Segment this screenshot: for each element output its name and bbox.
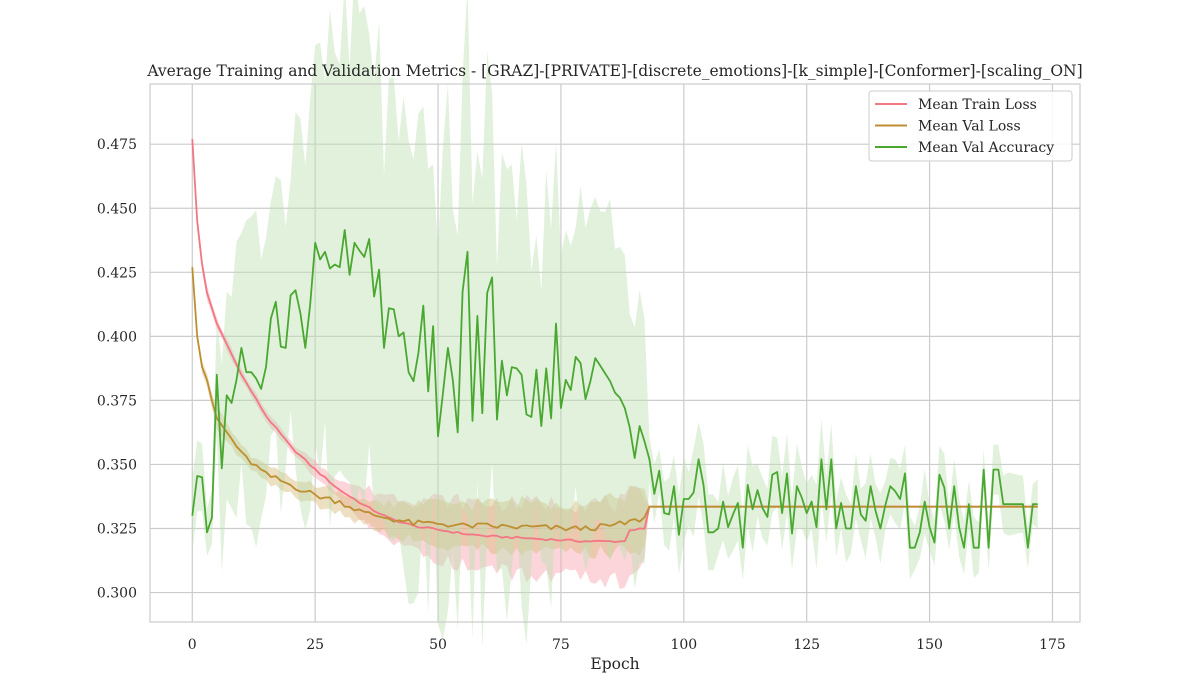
x-tick-label: 75 xyxy=(552,637,570,653)
y-tick-label: 0.475 xyxy=(97,137,137,153)
y-tick-label: 0.325 xyxy=(97,521,137,537)
legend: Mean Train Loss Mean Val Loss Mean Val Acc… xyxy=(868,90,1073,162)
x-tick-label: 175 xyxy=(1039,637,1066,653)
y-tick-label: 0.350 xyxy=(97,457,137,473)
y-axis-ticks: 0.300 0.325 0.350 0.375 0.400 0.425 0.450 0.475 xyxy=(97,137,137,601)
plot-frame xyxy=(149,83,1081,623)
x-tick-label: 150 xyxy=(916,637,943,653)
x-tick-label: 50 xyxy=(429,637,447,653)
confidence-bands xyxy=(192,0,1038,648)
series-band xyxy=(192,0,1038,648)
x-tick-label: 100 xyxy=(670,637,697,653)
series-band xyxy=(192,260,1038,559)
series-lines xyxy=(191,139,1038,549)
legend-frame xyxy=(868,90,1073,162)
y-tick-label: 0.375 xyxy=(97,393,137,409)
x-tick-label: 25 xyxy=(306,637,324,653)
y-tick-label: 0.300 xyxy=(97,586,137,602)
y-tick-label: 0.450 xyxy=(97,201,137,217)
x-axis-ticks: 0 25 50 75 100 125 150 175 xyxy=(188,637,1066,653)
y-tick-label: 0.400 xyxy=(97,329,137,345)
chart-title: Average Training and Validation Metrics … xyxy=(146,62,1082,80)
legend-label: Mean Train Loss xyxy=(918,97,1037,113)
legend-label: Mean Val Loss xyxy=(918,119,1021,135)
x-tick-label: 125 xyxy=(793,637,820,653)
plot-area xyxy=(150,84,1080,622)
series-line xyxy=(191,267,1038,532)
y-tick-label: 0.425 xyxy=(97,265,137,281)
series-line xyxy=(191,229,1038,549)
x-tick-label: 0 xyxy=(188,637,197,653)
legend-label: Mean Val Accuracy xyxy=(918,140,1054,156)
x-axis-label: Epoch xyxy=(590,655,639,673)
